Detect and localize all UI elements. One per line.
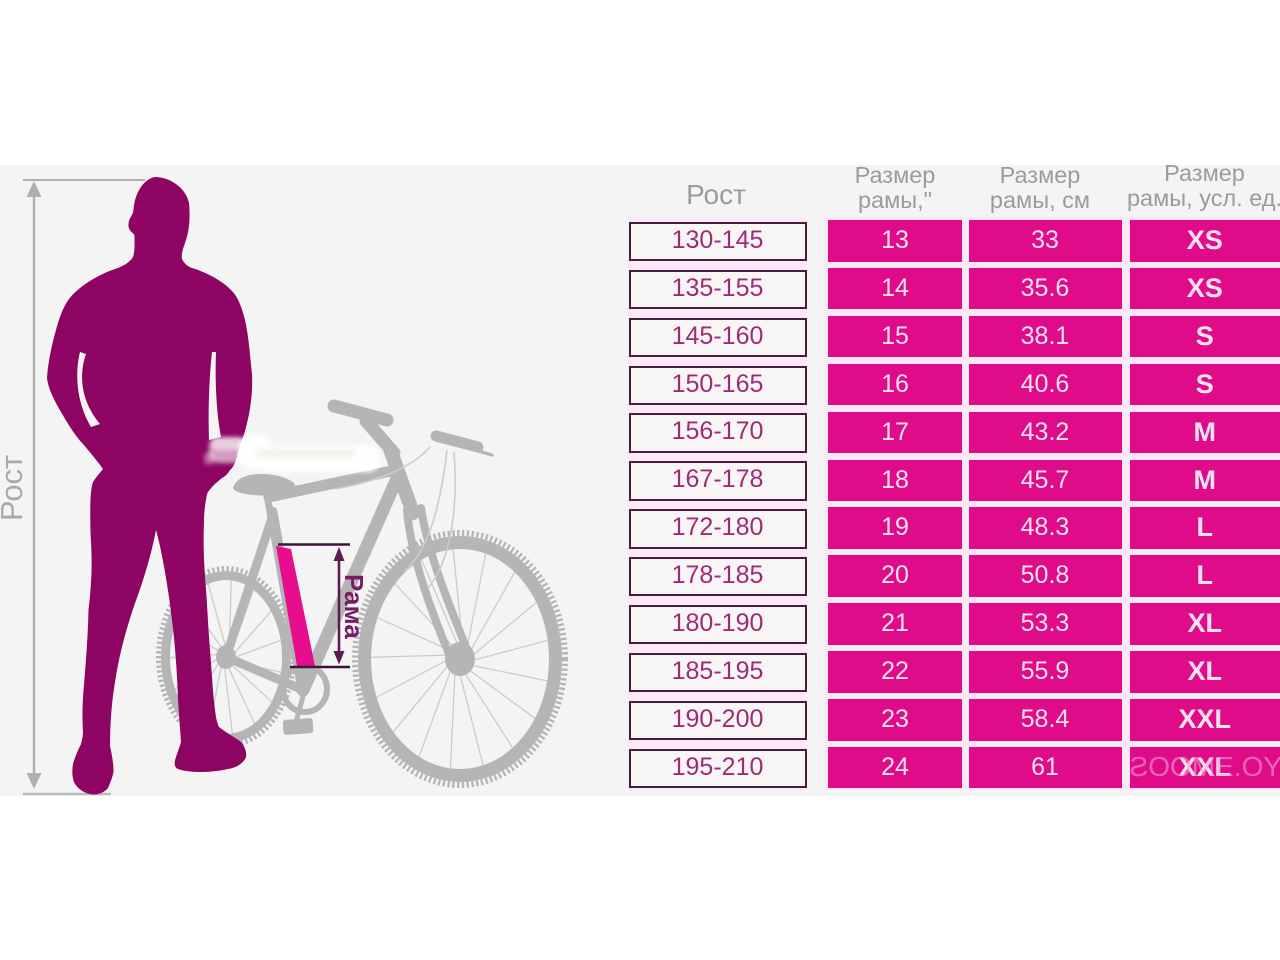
svg-text:Рама: Рама [339,574,369,639]
svg-text:Рост: Рост [0,455,29,521]
